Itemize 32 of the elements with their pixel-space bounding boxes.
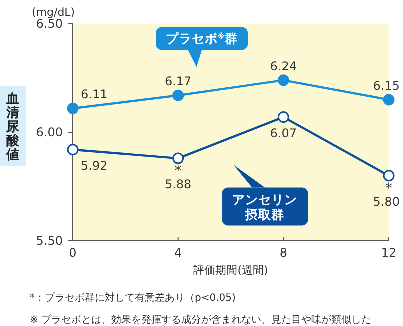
x-tick-label: 4: [174, 246, 182, 260]
point: [67, 144, 79, 156]
point: [172, 152, 184, 164]
data-label: 6.17: [164, 74, 192, 89]
data-label: 6.24: [270, 59, 298, 74]
data-label: 5.80: [373, 194, 400, 209]
text: *：プラセボ群に対して有意差あり（p<0.05): [30, 292, 236, 304]
legend-label: アンセリン摂取群: [232, 192, 298, 222]
data-label: 6.11: [81, 88, 108, 102]
x-tick-label: 8: [280, 246, 288, 260]
point: [172, 90, 184, 102]
point: [383, 94, 395, 106]
point: [383, 170, 395, 182]
text: ※ プラセボとは、効果を発揮する成分が含まれない、見た目や味が類似した: [30, 314, 372, 326]
annotation: *: [386, 180, 392, 197]
point: [278, 74, 290, 86]
data-label: 5.88: [164, 178, 192, 192]
y-axis-title: 血清尿酸値: [6, 92, 20, 163]
text: プラセボ$^{※}$群: [166, 31, 238, 46]
x-axis-title: 評価期間(週間): [194, 264, 268, 277]
data-label: 5.92: [81, 158, 108, 173]
annotation: *: [174, 164, 182, 180]
x-tick-label: 12: [381, 246, 397, 260]
y-tick-label: 6.50: [36, 17, 63, 31]
point: [278, 112, 290, 124]
y-tick-label: 6.00: [36, 126, 63, 140]
x-tick-label: 0: [69, 246, 77, 260]
data-label: 6.07: [270, 126, 298, 140]
data-label: 6.15: [373, 78, 400, 93]
y-tick-label: 5.50: [36, 234, 63, 248]
text: (mg/dL): [32, 6, 76, 19]
point: [67, 102, 79, 114]
